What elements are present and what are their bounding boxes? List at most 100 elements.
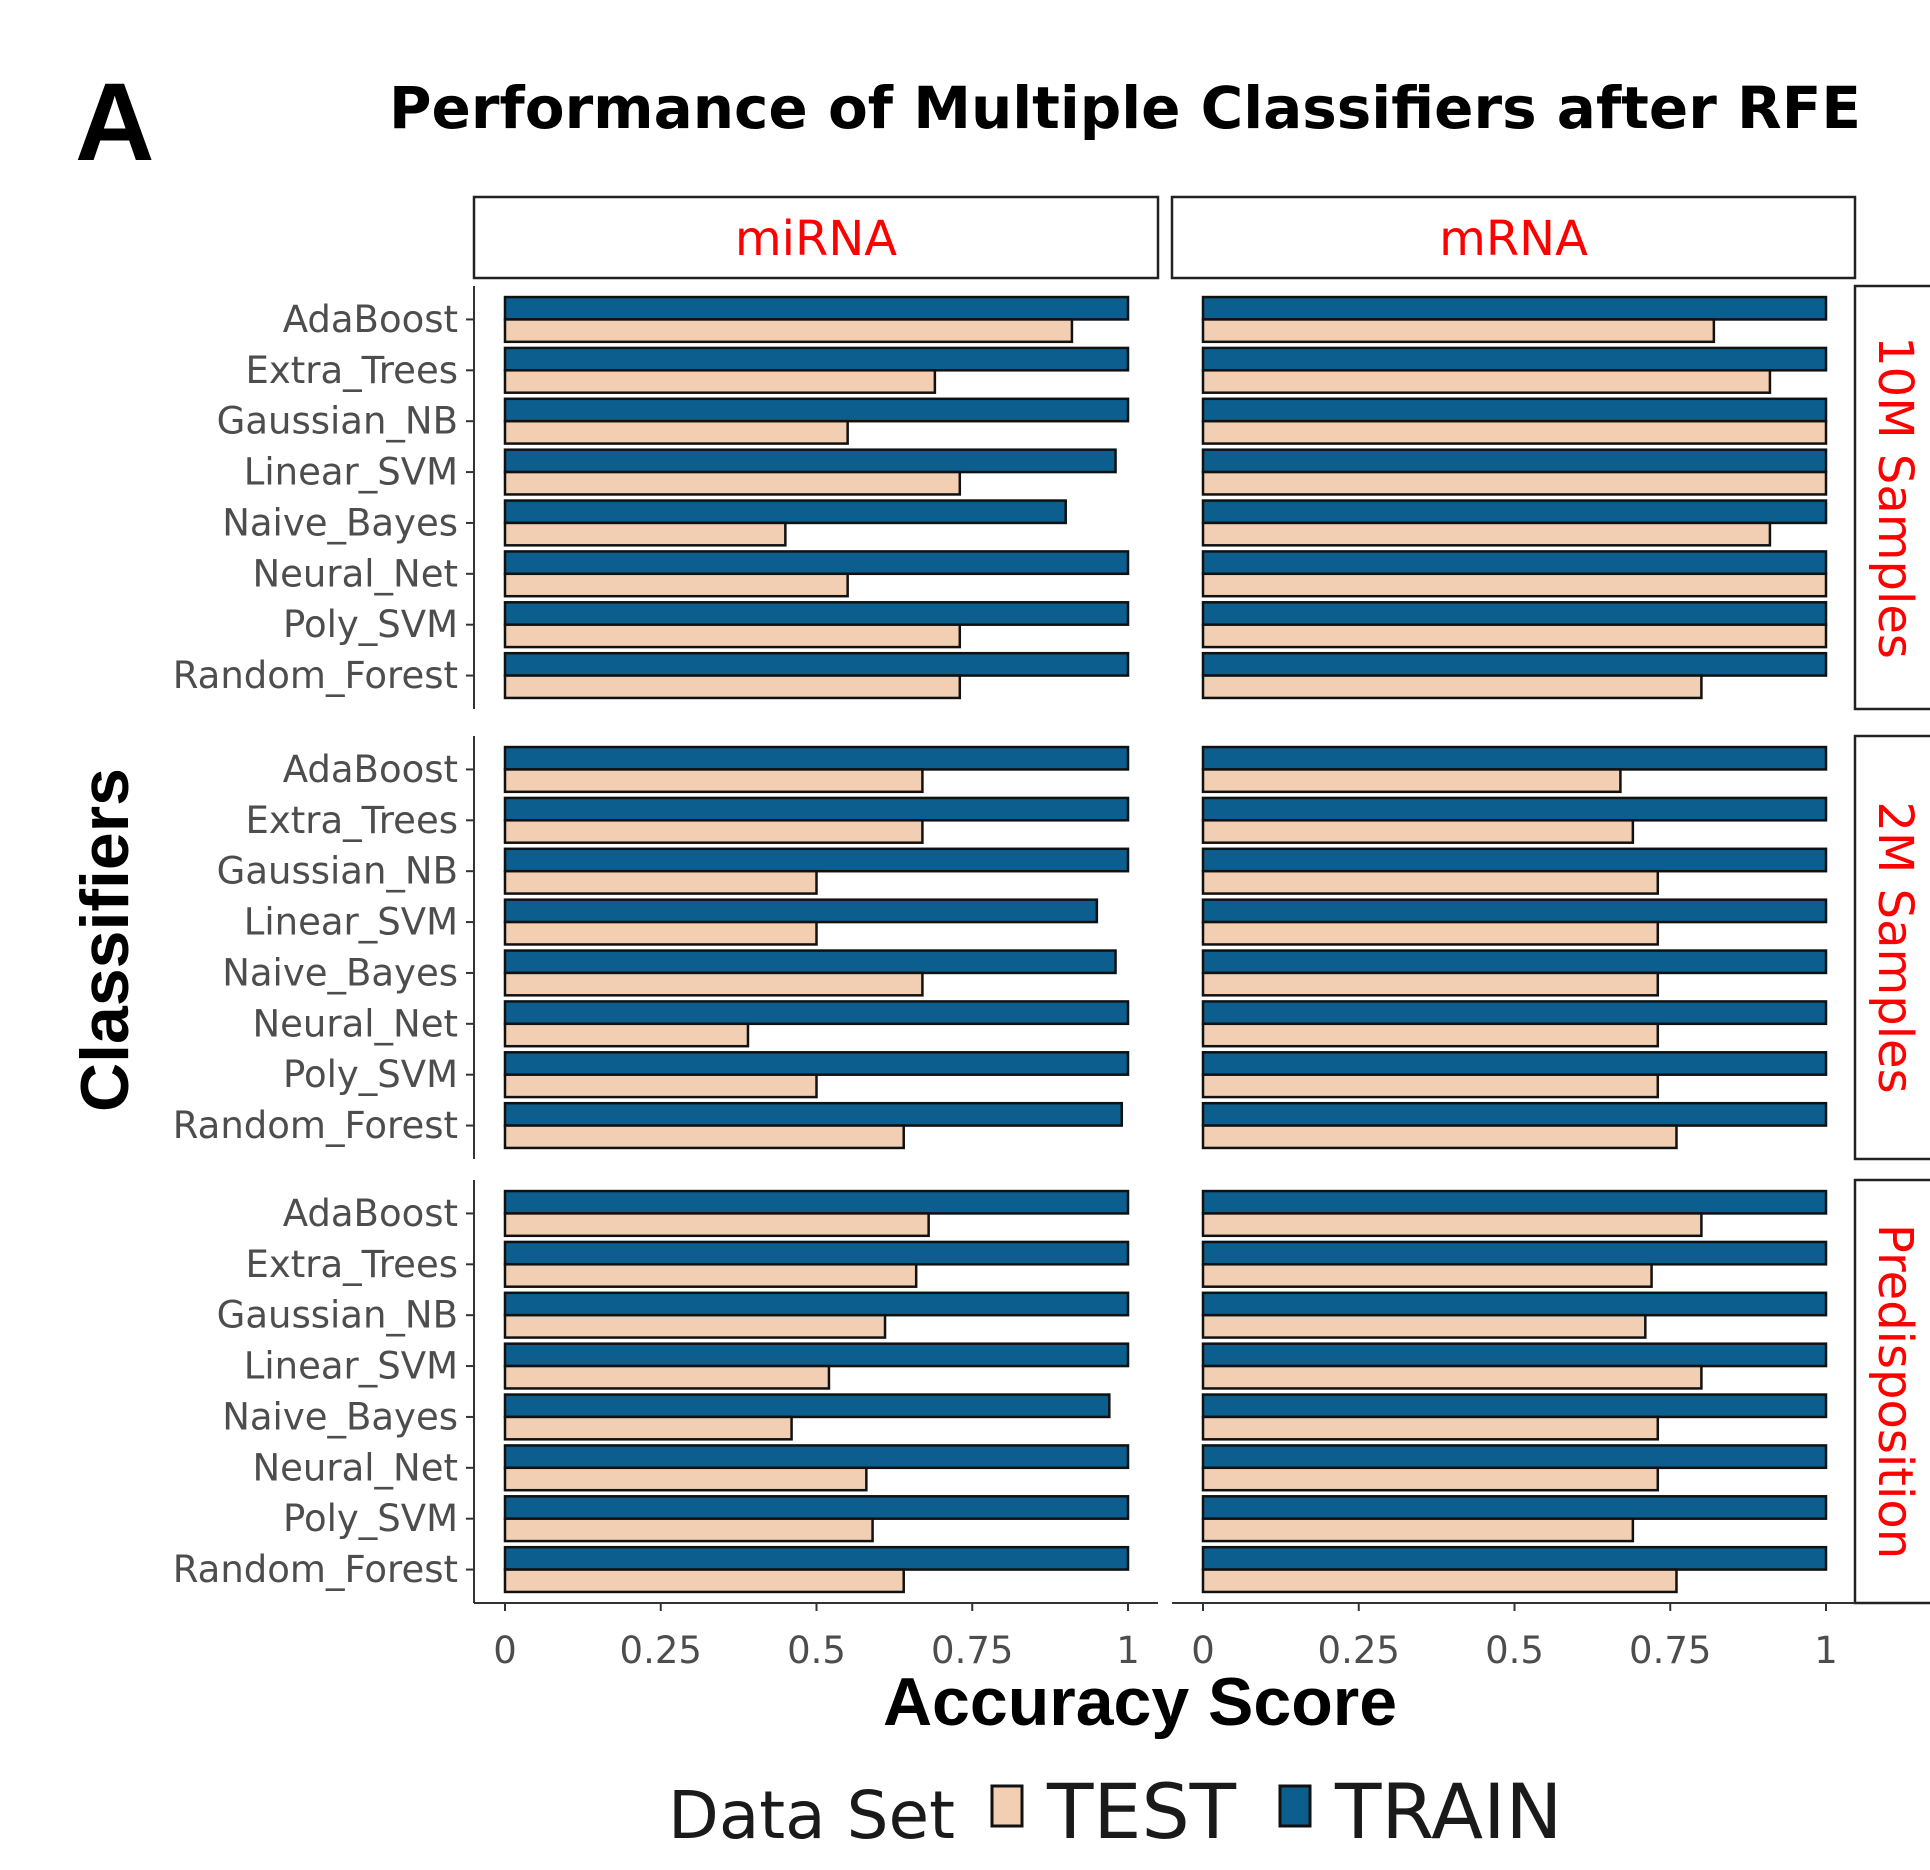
bar-test	[503, 1517, 874, 1543]
bar-train	[1201, 499, 1828, 525]
chart-title: Performance of Multiple Classifiers afte…	[389, 74, 1861, 142]
y-tick-label: Naive_Bayes	[222, 1395, 458, 1438]
bar-test	[1201, 521, 1772, 547]
bar-test	[1201, 1073, 1660, 1099]
bar-train	[503, 1051, 1130, 1076]
bar-train	[503, 1101, 1124, 1127]
bar-train	[1201, 898, 1828, 924]
bar-train	[503, 1291, 1130, 1317]
x-tick-label: 0.25	[620, 1629, 702, 1672]
bar-train	[503, 651, 1130, 677]
y-tick-label: Neural_Net	[252, 1446, 458, 1489]
bar-train	[1201, 295, 1828, 321]
bar-test	[1201, 572, 1828, 598]
row-strip	[1853, 1178, 1930, 1605]
bar-test	[503, 674, 962, 700]
bar-train	[1201, 1101, 1828, 1127]
y-tick-label: Random_Forest	[173, 1548, 458, 1591]
facets-layer: miRNA mRNA 10M Samples AdaBoost Extra_Trees G…	[173, 195, 1930, 1672]
y-tick-label: AdaBoost	[283, 298, 458, 341]
x-axis-title: Accuracy Score	[883, 1664, 1397, 1740]
bar-test	[503, 768, 924, 794]
y-tick-label: Extra_Trees	[245, 1243, 458, 1286]
bar-test	[1201, 971, 1660, 997]
bar-train	[503, 1342, 1130, 1368]
row-strip	[1853, 734, 1930, 1161]
bar-train	[1201, 346, 1828, 372]
bar-test	[1201, 1124, 1678, 1150]
x-tick-label: 0	[1191, 1629, 1215, 1672]
bar-test	[503, 623, 962, 649]
y-tick-label: Naive_Bayes	[222, 501, 458, 544]
bar-train	[1201, 1189, 1828, 1215]
bar-train	[503, 796, 1130, 822]
x-tick-label: 0.75	[931, 1629, 1013, 1672]
legend-swatch-test	[990, 1784, 1024, 1828]
bar-test	[503, 369, 937, 394]
bar-train	[503, 847, 1130, 873]
row-strip-label: Predisposition	[1867, 1224, 1923, 1559]
y-tick-label: Gaussian_NB	[217, 1294, 458, 1337]
bar-train	[1201, 745, 1828, 771]
bar-test	[1201, 1415, 1660, 1441]
bar-train	[1201, 397, 1828, 423]
bar-test	[1201, 1466, 1660, 1492]
panel-letter: A	[75, 61, 154, 184]
bar-test	[503, 1364, 831, 1390]
bar-test	[503, 869, 818, 895]
bar-train	[1201, 1000, 1828, 1026]
bar-test	[503, 971, 924, 997]
row-strip-label: 10M Samples	[1867, 336, 1923, 659]
bar-test	[503, 419, 849, 445]
y-tick-label: Poly_SVM	[283, 1497, 458, 1540]
x-tick-label: 0.75	[1629, 1629, 1711, 1672]
legend: Data Set TEST TRAIN	[668, 1767, 1562, 1856]
bar-train	[1201, 651, 1828, 677]
bar-train	[503, 1495, 1130, 1520]
x-tick-label: 0	[493, 1629, 517, 1672]
bar-test	[503, 1022, 750, 1048]
bar-train	[1201, 1545, 1828, 1571]
column-strip-label: miRNA	[735, 211, 897, 267]
legend-label-test: TEST	[1046, 1767, 1237, 1856]
bar-train	[503, 550, 1130, 576]
bar-train	[1201, 796, 1828, 822]
x-tick-label: 0.5	[1485, 1629, 1544, 1672]
bar-test	[1201, 318, 1716, 344]
y-tick-label: Random_Forest	[173, 1104, 458, 1147]
bar-test	[503, 521, 787, 547]
bar-train	[503, 1444, 1130, 1470]
x-tick-label: 1	[1814, 1629, 1838, 1672]
bar-train	[1201, 1291, 1828, 1317]
column-strip	[472, 195, 1160, 280]
bar-test	[503, 1073, 818, 1099]
y-tick-label: Linear_SVM	[244, 901, 458, 944]
x-tick-label: 1	[1116, 1629, 1140, 1672]
bar-train	[503, 601, 1130, 626]
y-tick-label: AdaBoost	[283, 1192, 458, 1235]
bar-train	[503, 346, 1130, 372]
bar-train	[503, 1545, 1130, 1571]
legend-title: Data Set	[668, 1777, 955, 1854]
bar-train	[503, 295, 1130, 321]
y-tick-label: Extra_Trees	[245, 799, 458, 842]
bar-test	[1201, 1022, 1660, 1048]
bar-test	[503, 1466, 868, 1492]
x-tick-label: 0.5	[787, 1629, 846, 1672]
bar-test	[503, 1212, 930, 1238]
legend-label-train: TRAIN	[1334, 1767, 1562, 1856]
bar-test	[503, 1568, 905, 1594]
y-tick-label: Poly_SVM	[283, 603, 458, 646]
x-tick-label: 0.25	[1318, 1629, 1400, 1672]
legend-swatch-train	[1278, 1784, 1312, 1828]
bar-train	[503, 949, 1117, 975]
bar-train	[1201, 550, 1828, 576]
bar-test	[503, 920, 818, 946]
bar-test	[1201, 819, 1635, 844]
bar-train	[1201, 1495, 1828, 1520]
bar-train	[503, 448, 1117, 474]
y-tick-label: Linear_SVM	[244, 451, 458, 494]
bar-test	[1201, 1212, 1703, 1238]
y-axis-title: Classifiers	[67, 768, 143, 1112]
